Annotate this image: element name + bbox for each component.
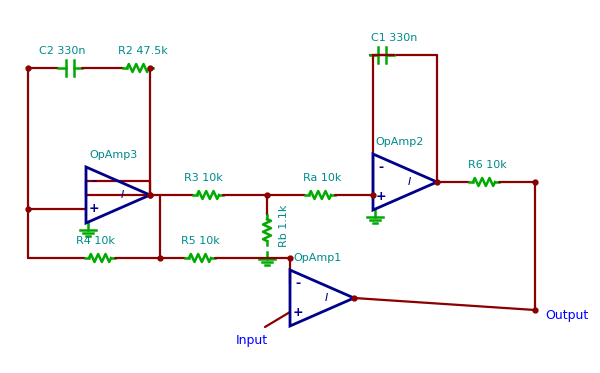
Text: +: + <box>376 189 386 203</box>
Text: C1 330n: C1 330n <box>371 33 417 43</box>
Text: C2 330n: C2 330n <box>39 46 85 56</box>
Text: +: + <box>89 203 100 216</box>
Text: Input: Input <box>236 334 268 347</box>
Text: Rb 1.1k: Rb 1.1k <box>279 205 289 247</box>
Text: R5 10k: R5 10k <box>181 236 220 246</box>
Text: R6 10k: R6 10k <box>467 160 506 170</box>
Text: OpAmp3: OpAmp3 <box>89 150 137 160</box>
Text: R3 10k: R3 10k <box>184 173 223 183</box>
Text: R4 10k: R4 10k <box>76 236 115 246</box>
Text: -: - <box>91 175 97 188</box>
Text: I: I <box>325 293 328 303</box>
Text: R2 47.5k: R2 47.5k <box>118 46 168 56</box>
Text: -: - <box>295 278 301 291</box>
Text: I: I <box>407 177 410 187</box>
Text: I: I <box>121 190 124 200</box>
Text: +: + <box>293 305 304 319</box>
Text: OpAmp2: OpAmp2 <box>376 137 424 147</box>
Text: OpAmp1: OpAmp1 <box>293 253 341 263</box>
Text: -: - <box>379 162 383 175</box>
Text: Ra 10k: Ra 10k <box>303 173 341 183</box>
Text: Output: Output <box>545 308 588 322</box>
